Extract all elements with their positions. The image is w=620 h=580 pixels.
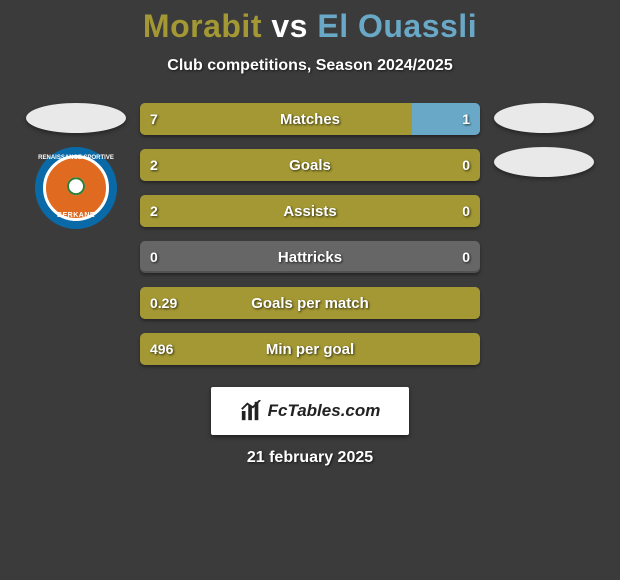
stat-bar: 496Min per goal xyxy=(140,333,480,365)
bar-label: Hattricks xyxy=(140,241,480,273)
bar-label: Matches xyxy=(140,103,480,135)
comparison-card: Morabit vs El Ouassli Club competitions,… xyxy=(0,0,620,580)
player1-name: Morabit xyxy=(143,8,262,44)
player2-name: El Ouassli xyxy=(317,8,477,44)
player2-club-placeholder xyxy=(494,147,594,177)
bar-label: Min per goal xyxy=(140,333,480,365)
footer-brand-box: FcTables.com xyxy=(211,387,409,435)
stat-bar: 20Goals xyxy=(140,149,480,181)
compare-area: RENAISSANCE SPORTIVE BERKANE 71Matches 20… xyxy=(0,103,620,365)
subtitle: Club competitions, Season 2024/2025 xyxy=(0,57,620,75)
bars-chart-icon xyxy=(240,400,262,422)
bar-label: Goals per match xyxy=(140,287,480,319)
stat-bar: 20Assists xyxy=(140,195,480,227)
left-column: RENAISSANCE SPORTIVE BERKANE xyxy=(26,103,126,229)
bar-label: Goals xyxy=(140,149,480,181)
vs-word: vs xyxy=(271,8,308,44)
right-column xyxy=(494,103,594,177)
date-text: 21 february 2025 xyxy=(0,449,620,467)
badge-text-bottom: BERKANE xyxy=(35,212,117,219)
footer-logo xyxy=(240,400,262,422)
stat-bars: 71Matches 20Goals 20Assists 00Hattricks 0.29… xyxy=(140,103,480,365)
player1-photo-placeholder xyxy=(26,103,126,133)
badge-ball-icon xyxy=(67,177,85,195)
badge-text-top: RENAISSANCE SPORTIVE xyxy=(35,155,117,161)
player1-club-badge: RENAISSANCE SPORTIVE BERKANE xyxy=(35,147,117,229)
player2-photo-placeholder xyxy=(494,103,594,133)
footer-brand-text: FcTables.com xyxy=(268,401,381,421)
bar-label: Assists xyxy=(140,195,480,227)
stat-bar: 00Hattricks xyxy=(140,241,480,273)
stat-bar: 71Matches xyxy=(140,103,480,135)
title: Morabit vs El Ouassli xyxy=(0,0,620,45)
stat-bar: 0.29Goals per match xyxy=(140,287,480,319)
